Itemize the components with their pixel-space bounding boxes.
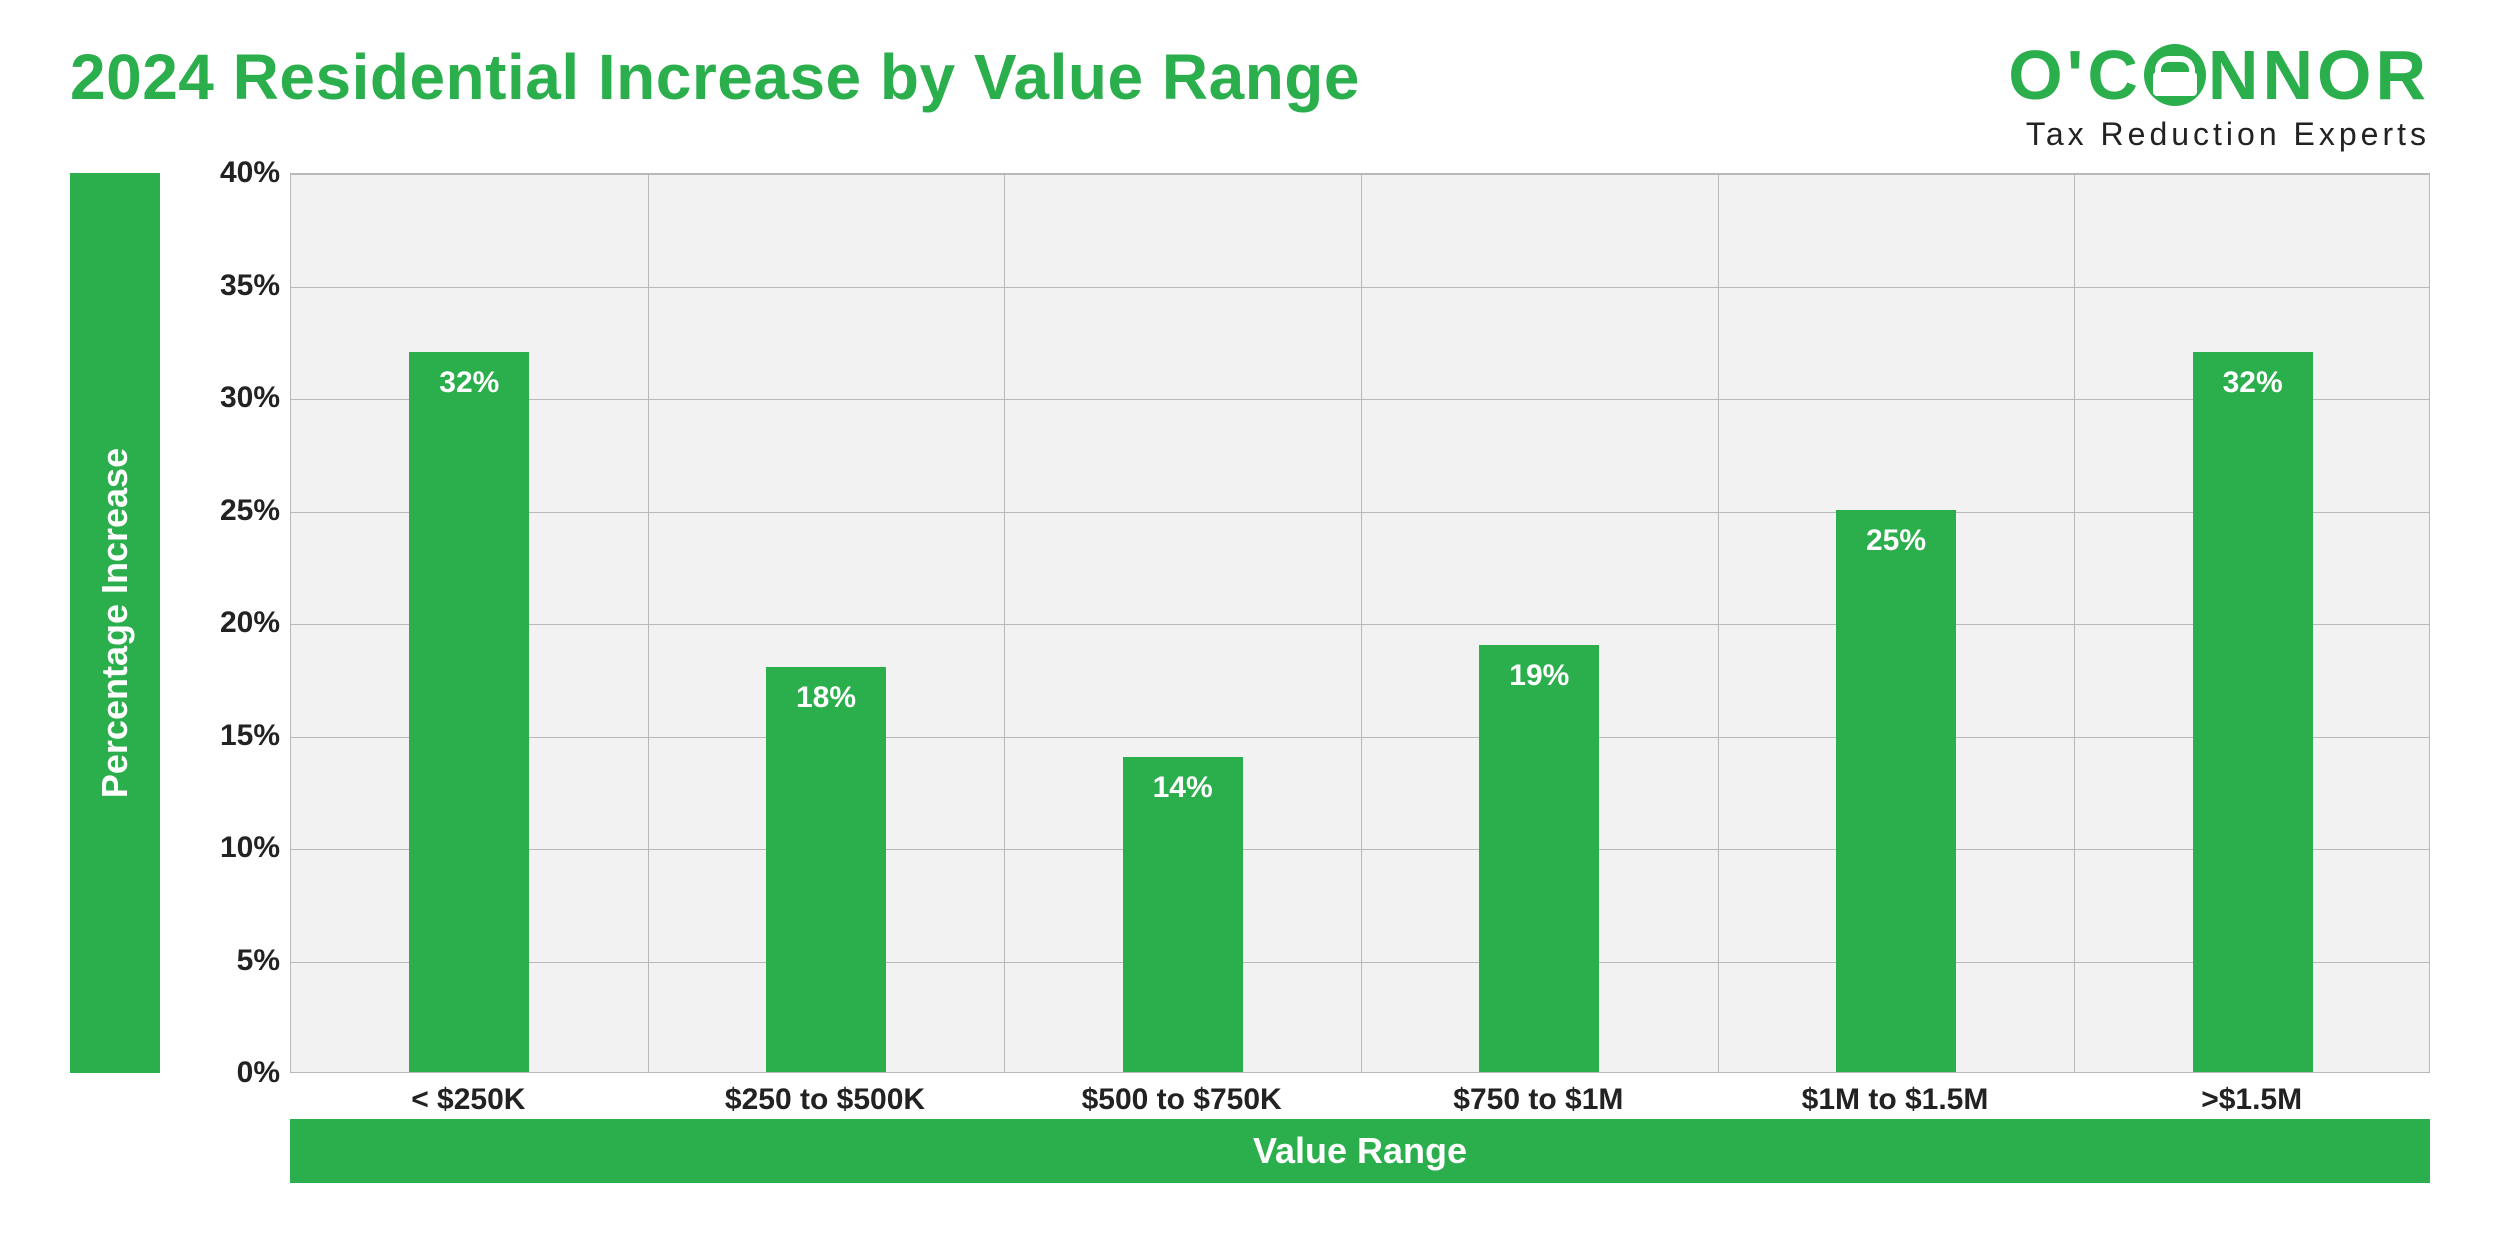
y-tick-label: 10% [180, 831, 280, 865]
bar: 19% [1479, 645, 1599, 1073]
bar: 25% [1836, 510, 1956, 1073]
y-axis-title-bar: Percentage Increase [70, 173, 160, 1073]
bar-value-label: 25% [1836, 524, 1956, 558]
y-axis-ticks: 0%5%10%15%20%25%30%35%40% [180, 173, 280, 1073]
y-tick-label: 35% [180, 269, 280, 303]
bar: 14% [1123, 757, 1243, 1072]
plot-area: 32% 18% 14% 19% 25% 32% [290, 173, 2430, 1073]
x-tick-label: >$1.5M [2201, 1083, 2302, 1117]
bar: 18% [766, 667, 886, 1072]
brand-logo: O'C NNOR Tax Reduction Experts [2008, 40, 2430, 153]
x-tick-label: $1M to $1.5M [1802, 1083, 1989, 1117]
y-axis-title: Percentage Increase [94, 448, 136, 798]
padlock-icon [2144, 44, 2206, 106]
logo-text-post: NNOR [2208, 40, 2430, 110]
bar-value-label: 32% [2193, 366, 2313, 400]
y-tick-label: 25% [180, 494, 280, 528]
chart-title: 2024 Residential Increase by Value Range [70, 40, 1360, 114]
bar: 32% [409, 352, 529, 1072]
bar-chart: Percentage Increase 0% 5% 10% 15% 20% 25% 30% 3… [70, 173, 2430, 1183]
y-tick-label: 40% [180, 156, 280, 190]
y-tick-label: 30% [180, 381, 280, 415]
x-tick-label: < $250K [411, 1083, 525, 1117]
logo-text-pre: O'C [2008, 40, 2142, 110]
y-tick-label: 5% [180, 944, 280, 978]
logo-tagline: Tax Reduction Experts [2008, 116, 2430, 153]
x-axis-title: Value Range [1253, 1130, 1467, 1172]
bar-value-label: 32% [409, 366, 529, 400]
x-axis-title-bar: Value Range [290, 1119, 2430, 1183]
bar: 32% [2193, 352, 2313, 1072]
bar-value-label: 18% [766, 681, 886, 715]
y-tick-label: 15% [180, 719, 280, 753]
x-tick-label: $250 to $500K [725, 1083, 925, 1117]
x-tick-label: $500 to $750K [1082, 1083, 1282, 1117]
x-tick-label: $750 to $1M [1453, 1083, 1623, 1117]
bar-value-label: 14% [1123, 771, 1243, 805]
bars-layer: 32% 18% 14% 19% 25% 32% [291, 174, 2429, 1072]
y-tick-label: 20% [180, 606, 280, 640]
y-tick-label: 0% [180, 1056, 280, 1090]
bar-value-label: 19% [1479, 659, 1599, 693]
